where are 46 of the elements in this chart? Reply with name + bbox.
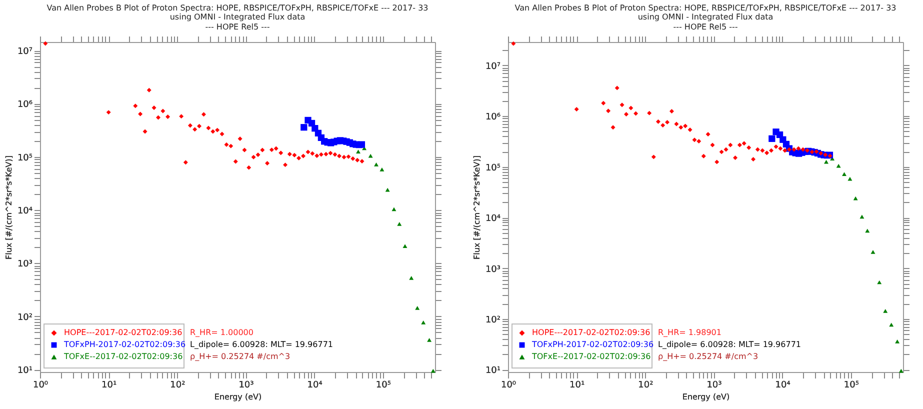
chart-subtitle: using OMNI - Integrated Flux data --- HOPE Rel5 --- xyxy=(638,12,774,32)
x-axis-title: Energy (eV) xyxy=(214,392,262,402)
legend-label: TOFxE--2017-02-02T02:09:36 xyxy=(63,352,183,361)
x-tick-label: 10⁵ xyxy=(376,380,392,390)
annotation: R_HR= 1.98901 xyxy=(658,328,722,337)
y-tick-label: 10⁷ xyxy=(17,47,33,58)
x-tick-label: 10⁴ xyxy=(775,380,791,390)
y-tick-label: 10² xyxy=(485,315,501,326)
x-tick-label: 10² xyxy=(170,380,186,390)
y-tick-label: 10¹ xyxy=(17,366,33,376)
chart-title: Van Allen Probes B Plot of Proton Spectra: HOPE, RBSPICE/TOFxPH, RBSPICE/TOFxE --- 2017- 33 xyxy=(46,4,428,12)
y-tick-label: 10⁶ xyxy=(17,100,33,110)
x-axis-title: Energy (eV) xyxy=(682,392,730,402)
x-tick-label: 10⁴ xyxy=(307,380,323,390)
y-tick-label: 10³ xyxy=(17,260,33,270)
legend-label: TOFxPH-2017-02-02T02:09:36 xyxy=(531,340,654,349)
annotation: L_dipole= 6.00928: MLT= 19.96771 xyxy=(658,340,802,349)
legend-label: HOPE---2017-02-02T02:09:36 xyxy=(64,328,182,337)
y-tick-label: 10⁷ xyxy=(485,62,501,72)
x-tick-label: 10¹ xyxy=(570,380,585,390)
annotation: R_HR= 1.00000 xyxy=(190,328,254,337)
legend-label: HOPE---2017-02-02T02:09:36 xyxy=(532,328,650,337)
x-tick-label: 10³ xyxy=(706,380,722,390)
x-tick-label: 10⁰ xyxy=(500,380,516,390)
y-axis-title: Flux [#/(cm^2*sr*s*KeV)] xyxy=(4,156,14,260)
x-tick-label: 10¹ xyxy=(102,380,117,390)
y-axis-title: Flux [#/(cm^2*sr*s*KeV)] xyxy=(472,156,482,260)
x-tick-label: 10⁵ xyxy=(844,380,860,390)
legend-label: TOFxE--2017-02-02T02:09:36 xyxy=(531,352,651,361)
y-tick-label: 10⁵ xyxy=(17,153,33,164)
y-tick-label: 10³ xyxy=(485,264,501,275)
y-tick-label: 10¹ xyxy=(485,366,501,376)
chart-subtitle: using OMNI - Integrated Flux data --- HOPE Rel5 --- xyxy=(170,12,306,32)
annotation: ρ_H+= 0.25274 #/cm^3 xyxy=(658,352,758,361)
y-tick-label: 10⁶ xyxy=(485,112,501,123)
y-tick-label: 10⁴ xyxy=(17,206,33,217)
x-tick-label: 10² xyxy=(638,380,654,390)
legend-label: TOFxPH-2017-02-02T02:09:36 xyxy=(63,340,186,349)
annotation: ρ_H+= 0.25274 #/cm^3 xyxy=(190,352,290,361)
x-tick-label: 10³ xyxy=(238,380,254,390)
y-tick-label: 10⁴ xyxy=(485,214,501,224)
chart-title: Van Allen Probes B Plot of Proton Spectra: HOPE, RBSPICE/TOFxPH, RBSPICE/TOFxE --- 2017- 33 xyxy=(514,4,896,12)
annotation: L_dipole= 6.00928: MLT= 19.96771 xyxy=(190,340,334,349)
y-tick-label: 10⁵ xyxy=(485,163,501,174)
y-tick-label: 10² xyxy=(17,312,33,323)
x-tick-label: 10⁰ xyxy=(32,380,48,390)
